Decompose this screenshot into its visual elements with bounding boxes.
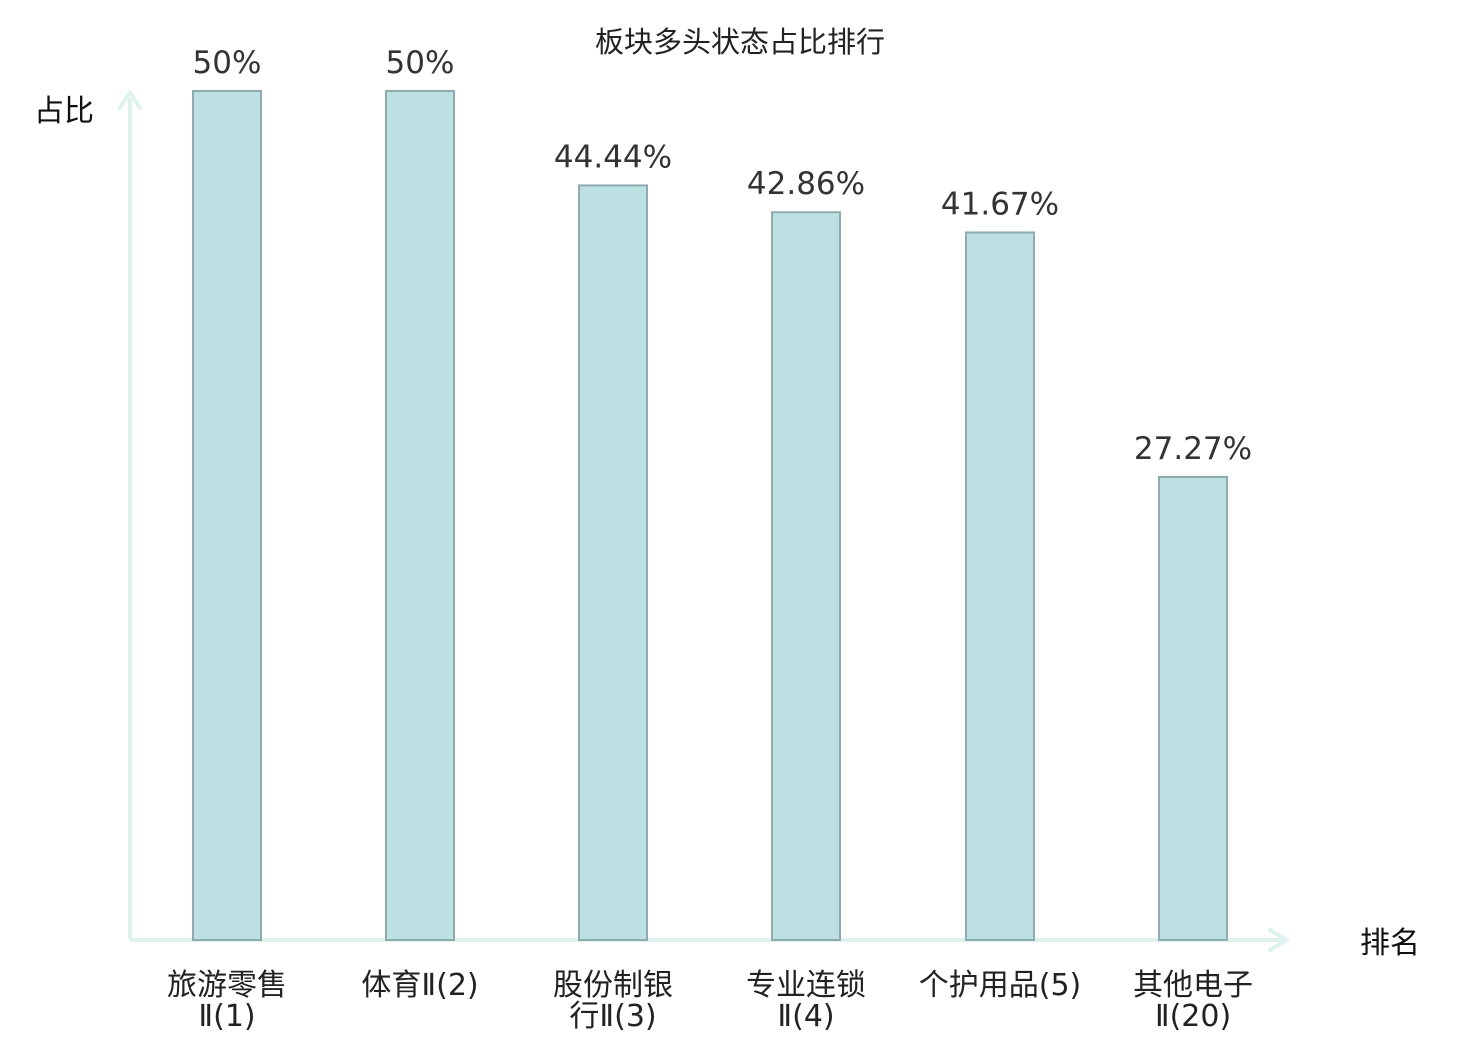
category-label-line: 其他电子 — [1133, 968, 1253, 1003]
x-axis-label: 排名 — [1360, 926, 1420, 961]
value-labels-layer: 50% 50% 44.44% 42.86% 41.67% 27.27% — [193, 45, 1253, 467]
bar-2 — [385, 90, 455, 941]
category-label-line: 个护用品(5) — [919, 968, 1082, 1003]
bar-value-label-5: 41.67% — [941, 186, 1059, 222]
bar-4 — [771, 211, 841, 942]
bar-value-label-1: 50% — [193, 45, 262, 81]
chart-title: 板块多头状态占比排行 — [595, 25, 885, 59]
bars-layer — [192, 90, 1228, 942]
category-label-line: Ⅱ(20) — [1155, 999, 1231, 1034]
axes-layer — [118, 90, 1289, 952]
category-label-line: Ⅱ(1) — [198, 999, 255, 1034]
category-label-line: 专业连锁 — [746, 968, 866, 1003]
x-axis-arrow-icon — [1268, 928, 1289, 952]
category-label-line: 股份制银 — [553, 968, 673, 1003]
bar-3 — [578, 184, 648, 941]
bar-value-label-4: 42.86% — [747, 166, 865, 202]
bar-5 — [965, 231, 1035, 941]
bar-value-label-6: 27.27% — [1134, 431, 1252, 467]
y-axis-label: 占比 — [34, 94, 94, 129]
bar-value-label-2: 50% — [386, 45, 455, 81]
category-label-line: 行Ⅱ(3) — [569, 999, 656, 1034]
bar-1 — [192, 90, 262, 941]
category-label-line: 体育Ⅱ(2) — [361, 968, 478, 1003]
category-label-line: Ⅱ(4) — [777, 999, 834, 1034]
category-label-2: 体育Ⅱ(2) — [361, 968, 478, 1003]
category-label-line: 旅游零售 — [167, 968, 287, 1003]
bar-6 — [1158, 475, 1228, 941]
y-axis-arrow-icon — [118, 90, 142, 110]
category-label-5: 个护用品(5) — [919, 968, 1082, 1003]
bar-value-label-3: 44.44% — [554, 139, 672, 175]
